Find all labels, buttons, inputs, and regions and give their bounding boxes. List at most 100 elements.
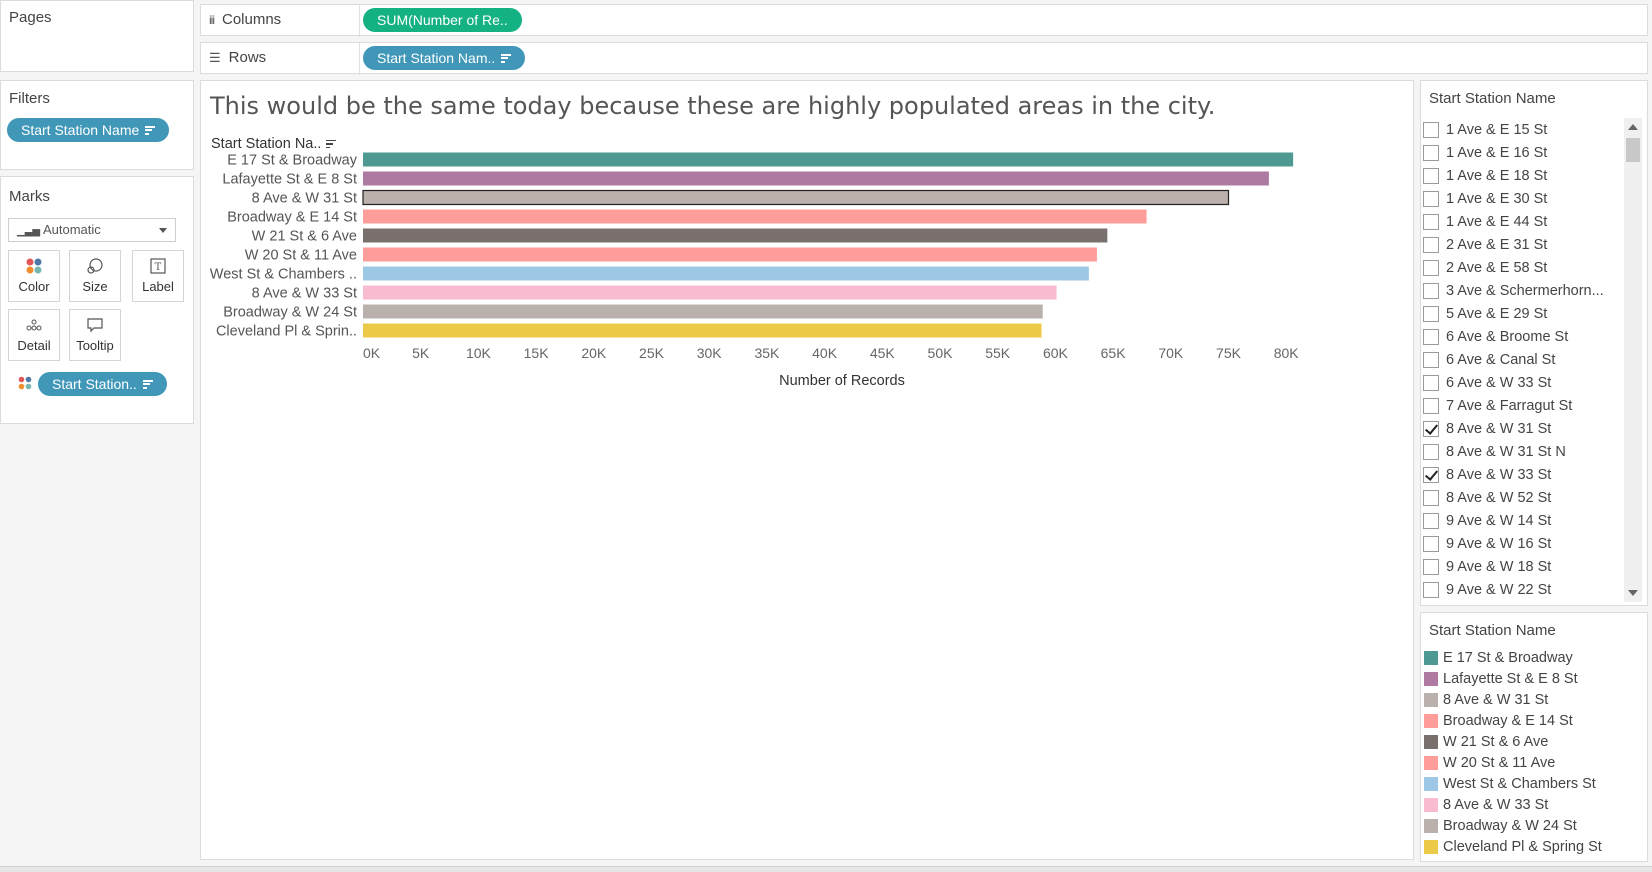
checkbox[interactable] <box>1423 144 1439 161</box>
scroll-up-icon[interactable] <box>1628 124 1638 130</box>
filter-card[interactable]: Start Station Name <box>1420 80 1648 606</box>
checkbox[interactable] <box>1423 466 1439 483</box>
rows-shelf[interactable]: ☰ Rows Start Station Nam.. <box>200 42 1648 75</box>
filter-item[interactable]: 1 Ave & E 18 St <box>1423 164 1623 187</box>
bar[interactable] <box>363 247 1097 262</box>
filter-item[interactable]: 1 Ave & E 44 St <box>1423 210 1623 233</box>
bar[interactable] <box>363 304 1043 319</box>
filter-item[interactable]: 8 Ave & W 31 St <box>1423 417 1623 440</box>
detail-button[interactable]: Detail <box>8 309 60 361</box>
bar[interactable] <box>363 209 1147 224</box>
legend-item[interactable]: W 20 St & 11 Ave <box>1424 752 1602 773</box>
checkbox[interactable] <box>1423 328 1439 345</box>
bar[interactable] <box>363 228 1108 243</box>
sort-icon[interactable] <box>326 139 337 149</box>
category-label: Lafayette St & E 8 St <box>222 172 357 188</box>
filter-pill-start-station[interactable]: Start Station Name <box>7 118 170 142</box>
checkbox[interactable] <box>1423 558 1439 575</box>
x-tick-label: 0K <box>363 345 381 361</box>
columns-shelf[interactable]: iii Columns SUM(Number of Re.. <box>200 4 1648 37</box>
filter-item[interactable]: 1 Ave & E 16 St <box>1423 141 1623 164</box>
filter-item-label: 9 Ave & W 16 St <box>1446 535 1552 552</box>
filter-list[interactable]: 1 Ave & E 15 St 1 Ave & E 16 St 1 Ave & E … <box>1423 118 1623 600</box>
checkbox[interactable] <box>1423 190 1439 207</box>
filter-item[interactable]: 9 Ave & W 22 St <box>1423 578 1623 600</box>
filter-item-label: 2 Ave & E 31 St <box>1446 236 1548 253</box>
legend-item[interactable]: Broadway & E 14 St <box>1424 710 1602 731</box>
filter-item[interactable]: 9 Ave & W 16 St <box>1423 532 1623 555</box>
checkbox[interactable] <box>1423 121 1439 138</box>
filters-title: Filters <box>9 90 50 107</box>
bar[interactable] <box>363 266 1089 281</box>
filters-card[interactable]: Filters Start Station Name <box>0 80 194 170</box>
legend-item[interactable]: W 21 St & 6 Ave <box>1424 731 1602 752</box>
checkbox[interactable] <box>1423 443 1439 460</box>
tooltip-button[interactable]: Tooltip <box>69 309 121 361</box>
filter-item[interactable]: 3 Ave & Schermerhorn... <box>1423 279 1623 302</box>
color-legend-card[interactable]: Start Station Name <box>1420 612 1648 862</box>
legend-item-label: W 21 St & 6 Ave <box>1443 733 1549 750</box>
checkbox[interactable] <box>1423 374 1439 391</box>
sheet-tab-bar[interactable] <box>0 866 1652 872</box>
bar[interactable] <box>363 152 1294 167</box>
rows-pill[interactable]: Start Station Nam.. <box>363 46 526 70</box>
bar[interactable] <box>362 189 1230 206</box>
scroll-down-icon[interactable] <box>1628 590 1638 596</box>
checkbox[interactable] <box>1423 581 1439 598</box>
filter-item[interactable]: 8 Ave & W 52 St <box>1423 486 1623 509</box>
filter-item[interactable]: 1 Ave & E 15 St <box>1423 118 1623 141</box>
filter-item[interactable]: 2 Ave & E 31 St <box>1423 233 1623 256</box>
svg-text:T: T <box>155 262 162 273</box>
row-header[interactable]: Start Station Na.. <box>211 136 337 152</box>
filter-item[interactable]: 6 Ave & Canal St <box>1423 348 1623 371</box>
checkbox[interactable] <box>1423 535 1439 552</box>
legend-item[interactable]: Cleveland Pl & Spring St <box>1424 836 1602 857</box>
bar[interactable] <box>363 285 1057 300</box>
columns-pill[interactable]: SUM(Number of Re.. <box>363 8 522 32</box>
checkbox[interactable] <box>1423 305 1439 322</box>
color-pill-start-station[interactable]: Start Station.. <box>38 372 167 396</box>
filter-item[interactable]: 8 Ave & W 33 St <box>1423 463 1623 486</box>
label-button[interactable]: T Label <box>132 250 184 302</box>
checkbox[interactable] <box>1423 259 1439 276</box>
filter-item[interactable]: 7 Ave & Farragut St <box>1423 394 1623 417</box>
legend-item-label: 8 Ave & W 33 St <box>1443 796 1549 813</box>
checkbox[interactable] <box>1423 397 1439 414</box>
checkbox[interactable] <box>1423 420 1439 437</box>
legend-item-label: W 20 St & 11 Ave <box>1443 754 1556 771</box>
filter-item-label: 8 Ave & W 31 St N <box>1446 443 1566 460</box>
legend-item[interactable]: E 17 St & Broadway <box>1424 647 1602 668</box>
mark-type-dropdown[interactable]: ▁▃▅ Automatic <box>8 218 176 242</box>
legend-item[interactable]: Lafayette St & E 8 St <box>1424 668 1602 689</box>
filter-scrollbar[interactable] <box>1624 118 1642 602</box>
checkbox[interactable] <box>1423 512 1439 529</box>
checkbox[interactable] <box>1423 489 1439 506</box>
color-button[interactable]: Color <box>8 250 60 302</box>
size-button[interactable]: Size <box>69 250 121 302</box>
filter-item[interactable]: 1 Ave & E 30 St <box>1423 187 1623 210</box>
tooltip-icon <box>87 318 103 333</box>
filter-item[interactable]: 9 Ave & W 14 St <box>1423 509 1623 532</box>
legend-swatch <box>1424 734 1438 749</box>
pages-card[interactable]: Pages <box>0 0 194 72</box>
checkbox[interactable] <box>1423 351 1439 368</box>
legend-item[interactable]: 8 Ave & W 31 St <box>1424 689 1602 710</box>
filter-item-label: 1 Ave & E 15 St <box>1446 121 1548 138</box>
legend-item[interactable]: Broadway & W 24 St <box>1424 815 1602 836</box>
checkbox[interactable] <box>1423 236 1439 253</box>
filter-item[interactable]: 9 Ave & W 18 St <box>1423 555 1623 578</box>
filter-item[interactable]: 6 Ave & W 33 St <box>1423 371 1623 394</box>
filter-item[interactable]: 8 Ave & W 31 St N <box>1423 440 1623 463</box>
filter-item[interactable]: 5 Ave & E 29 St <box>1423 302 1623 325</box>
bar[interactable] <box>363 323 1042 338</box>
legend-item[interactable]: West St & Chambers St <box>1424 773 1602 794</box>
bar[interactable] <box>363 171 1269 186</box>
filter-item[interactable]: 6 Ave & Broome St <box>1423 325 1623 348</box>
filter-item[interactable]: 2 Ave & E 58 St <box>1423 256 1623 279</box>
checkbox[interactable] <box>1423 213 1439 230</box>
legend-item[interactable]: 8 Ave & W 33 St <box>1424 794 1602 815</box>
checkbox[interactable] <box>1423 282 1439 299</box>
checkbox[interactable] <box>1423 167 1439 184</box>
scroll-thumb[interactable] <box>1626 138 1640 162</box>
x-tick-label: 20K <box>581 345 607 361</box>
